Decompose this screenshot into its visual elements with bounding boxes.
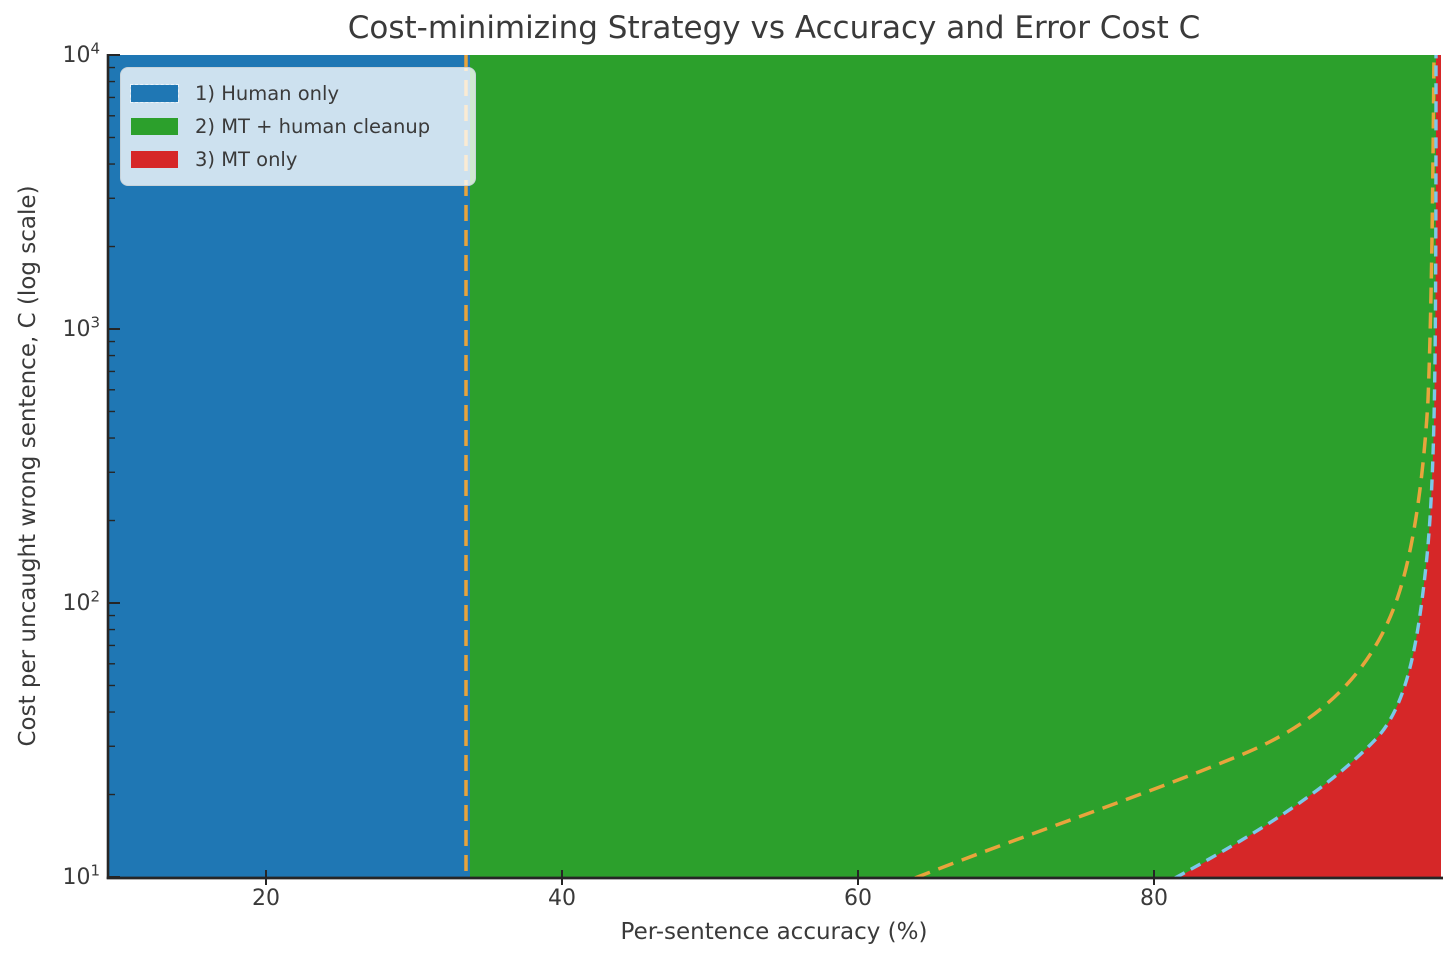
x-tick-label: 20 [252,886,280,911]
boundary-human-vs-mt-only-curve [914,55,1436,878]
legend-swatch [131,151,178,168]
legend-swatch [130,84,179,103]
legend-label: 1) Human only [195,82,339,105]
legend-swatch [131,118,178,135]
x-axis-label: Per-sentence accuracy (%) [620,919,928,945]
legend-row: 3) MT only [131,143,463,176]
y-axis-label: Cost per uncaught wrong sentence, C (log… [15,185,41,747]
legend-row: 2) MT + human cleanup [131,110,463,143]
legend-row: 1) Human only [130,77,463,110]
x-tick-label: 60 [844,886,872,911]
region-mt-only [1176,55,1441,878]
boundary-cleanup-vs-mt-only-curve [1174,55,1438,878]
region-human-only [108,55,470,878]
chart-title: Cost-minimizing Strategy vs Accuracy and… [347,10,1201,46]
y-tick-label: 102 [62,587,100,617]
y-tick-label: 103 [62,313,100,343]
y-tick-label: 101 [62,861,100,891]
legend-label: 3) MT only [195,148,298,171]
legend: 1) Human only 2) MT + human cleanup 3) MT … [120,67,476,186]
legend-label: 2) MT + human cleanup [195,115,431,138]
x-tick-label: 40 [548,886,576,911]
tick-marks [108,54,1155,885]
y-tick-label: 104 [62,39,100,69]
x-tick-label: 80 [1140,886,1168,911]
